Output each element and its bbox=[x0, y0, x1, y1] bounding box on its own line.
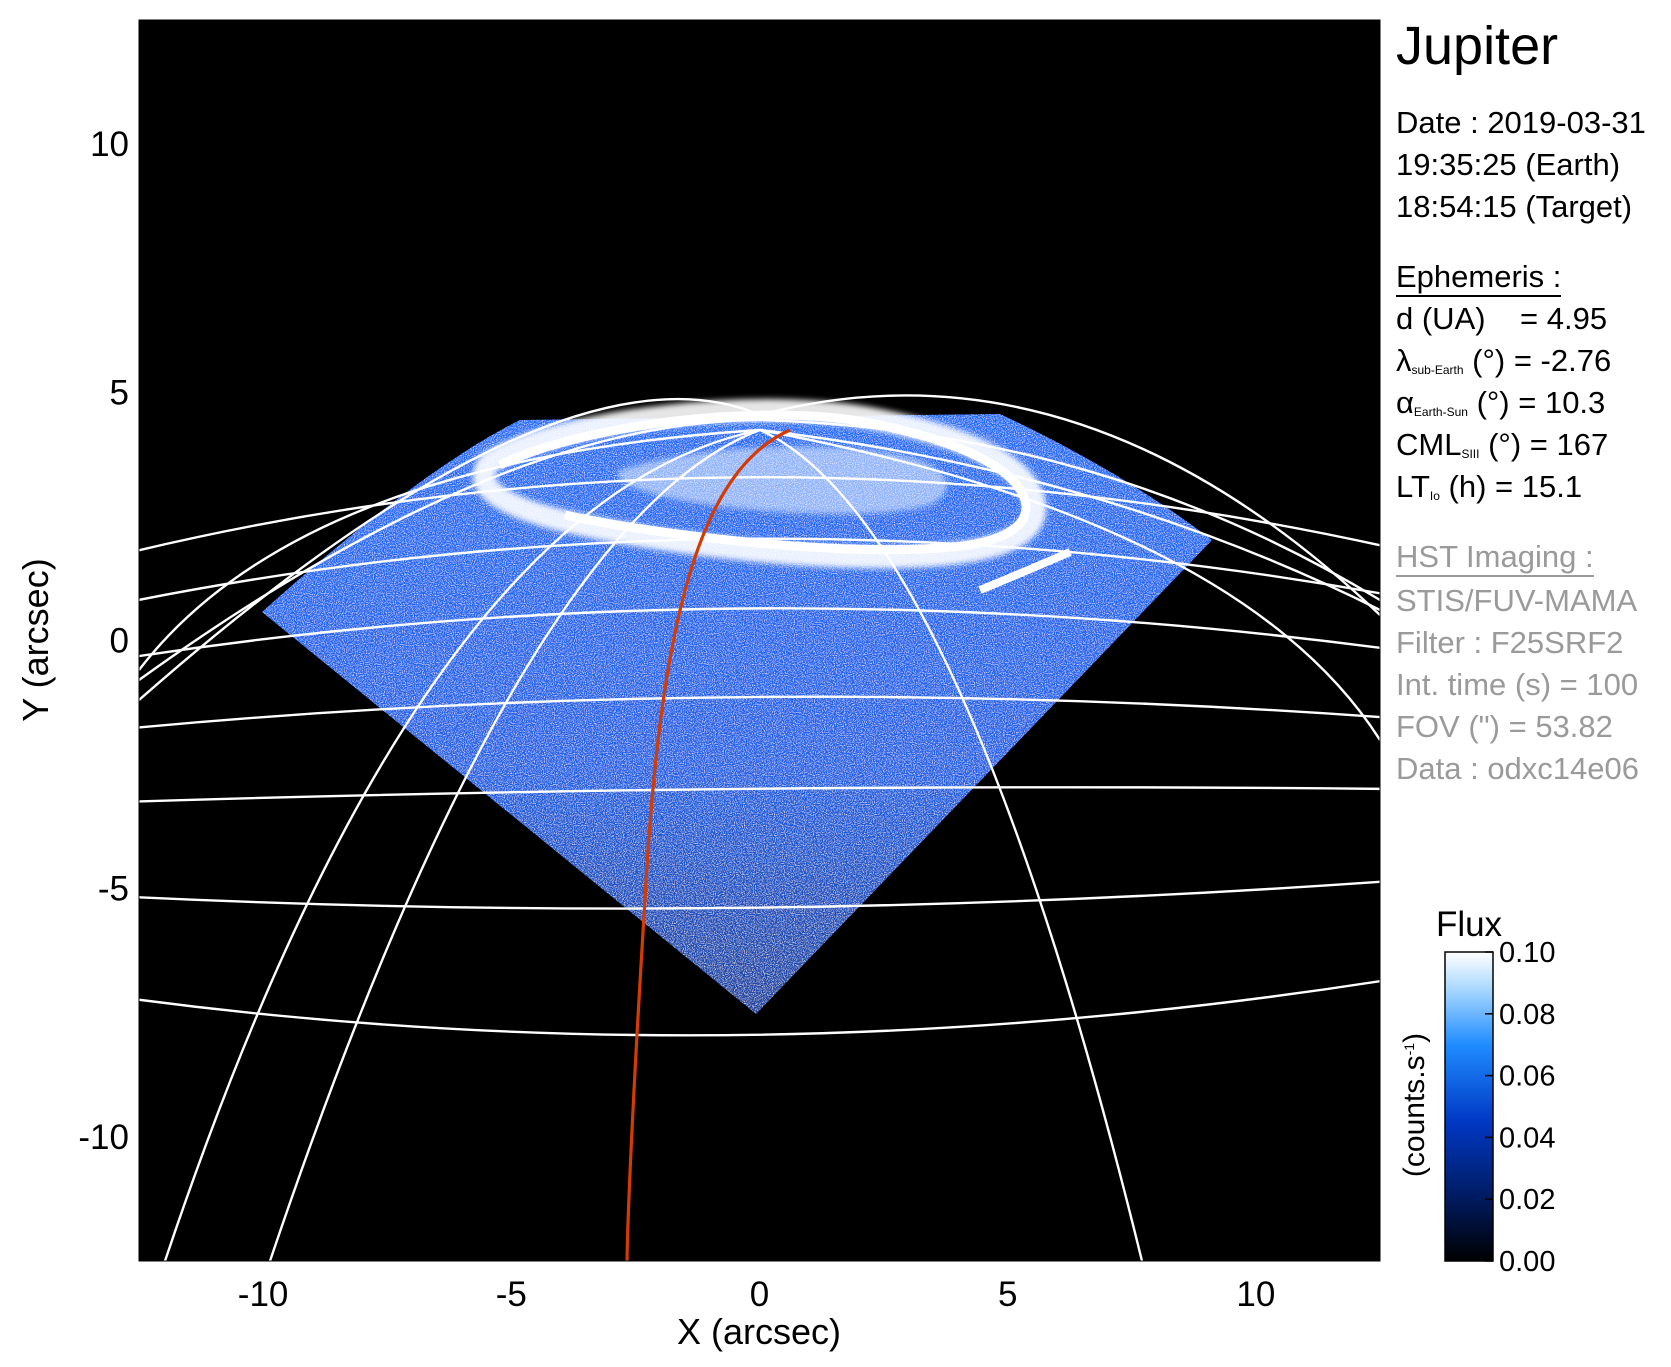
io-local-time-value: (h) = 15.1 bbox=[1448, 469, 1583, 504]
colorbar-tick-label: 0.02 bbox=[1499, 1184, 1555, 1216]
meridian-line bbox=[139, 428, 761, 671]
latitude-line bbox=[139, 607, 1380, 658]
integration-time: Int. time (s) = 100 bbox=[1396, 667, 1639, 702]
field-of-view: FOV (") = 53.82 bbox=[1396, 709, 1613, 744]
x-tick-label: 0 bbox=[750, 1275, 769, 1314]
x-tick-label: 10 bbox=[1236, 1275, 1275, 1314]
ephemeris-header: Ephemeris : bbox=[1396, 256, 1562, 298]
meridian-line bbox=[163, 428, 761, 1261]
meridian-line bbox=[268, 428, 761, 1261]
hst-imaging-header: HST Imaging : bbox=[1396, 536, 1594, 578]
colorbar-tick-label: 0.08 bbox=[1499, 999, 1555, 1031]
x-tick-label: -5 bbox=[496, 1275, 527, 1314]
planet-limb-inner bbox=[139, 418, 1380, 681]
colorbar-tick-label: 0.06 bbox=[1499, 1061, 1555, 1093]
observation-date: Date : 2019-03-31 bbox=[1396, 105, 1646, 140]
latitude-line bbox=[139, 786, 1380, 803]
x-tick-label: 5 bbox=[998, 1275, 1017, 1314]
latitude-line bbox=[139, 695, 1380, 729]
colorbar bbox=[1444, 951, 1494, 1262]
planet-limb bbox=[139, 394, 1380, 701]
y-axis-title: Y (arcsec) bbox=[15, 558, 56, 721]
target-time: 18:54:15 (Target) bbox=[1396, 189, 1633, 224]
y-tick-label: -5 bbox=[98, 870, 129, 909]
colorbar-tick-label: 0.00 bbox=[1499, 1246, 1555, 1278]
x-axis-title: X (arcsec) bbox=[677, 1311, 841, 1352]
cml-row: CMLSIII (°) = 167 bbox=[1396, 427, 1609, 462]
phase-angle-value: (°) = 10.3 bbox=[1476, 385, 1606, 420]
latitude-line bbox=[139, 979, 1380, 1037]
colorbar-tick-label: 0.10 bbox=[1499, 937, 1555, 969]
data-id: Data : odxc14e06 bbox=[1396, 751, 1640, 786]
meridian-line bbox=[759, 428, 1380, 741]
x-axis-ticks: -10 -5 0 5 10 bbox=[238, 1251, 1275, 1314]
colorbar-title: Flux bbox=[1436, 905, 1503, 944]
y-tick-label: 10 bbox=[90, 125, 129, 164]
y-tick-label: 5 bbox=[110, 373, 129, 412]
sub-earth-latitude-value: (°) = -2.76 bbox=[1472, 343, 1612, 378]
image-layer bbox=[139, 394, 1380, 1261]
latitude-line bbox=[139, 880, 1380, 910]
io-local-time-row: LTIo (h) = 15.1 bbox=[1396, 469, 1583, 504]
io-footprint-curve bbox=[625, 428, 791, 1261]
colorbar-unit-label: (counts.s-1) bbox=[1398, 1033, 1431, 1177]
distance-row: d (UA) = 4.95 bbox=[1396, 298, 1607, 340]
cml-value: (°) = 167 bbox=[1488, 427, 1609, 462]
filter: Filter : F25SRF2 bbox=[1396, 625, 1624, 660]
meridian-line bbox=[759, 428, 1144, 1261]
instrument: STIS/FUV-MAMA bbox=[1396, 583, 1638, 618]
target-title: Jupiter bbox=[1396, 16, 1559, 76]
y-axis-ticks: 10 5 0 -5 -10 bbox=[78, 125, 149, 1157]
sub-earth-latitude-row: λsub-Earth (°) = -2.76 bbox=[1396, 343, 1612, 378]
distance-label: d (UA) bbox=[1396, 301, 1486, 336]
y-tick-label: -10 bbox=[78, 1118, 129, 1157]
x-tick-label: -10 bbox=[238, 1275, 289, 1314]
colorbar-unit-superscript: -1 bbox=[1401, 1043, 1417, 1056]
planetographic-grid bbox=[139, 394, 1380, 1261]
colorbar-tick-label: 0.04 bbox=[1499, 1122, 1555, 1154]
colorbar-ticks: 0.10 0.08 0.06 0.04 0.02 0.00 bbox=[1485, 937, 1555, 1278]
y-tick-label: 0 bbox=[110, 622, 129, 661]
emission-wedge bbox=[262, 414, 1212, 1014]
meridian-line bbox=[759, 428, 1380, 612]
earth-time: 19:35:25 (Earth) bbox=[1396, 147, 1621, 182]
phase-angle-row: αEarth-Sun (°) = 10.3 bbox=[1396, 385, 1606, 420]
distance-value: = 4.95 bbox=[1520, 301, 1608, 336]
